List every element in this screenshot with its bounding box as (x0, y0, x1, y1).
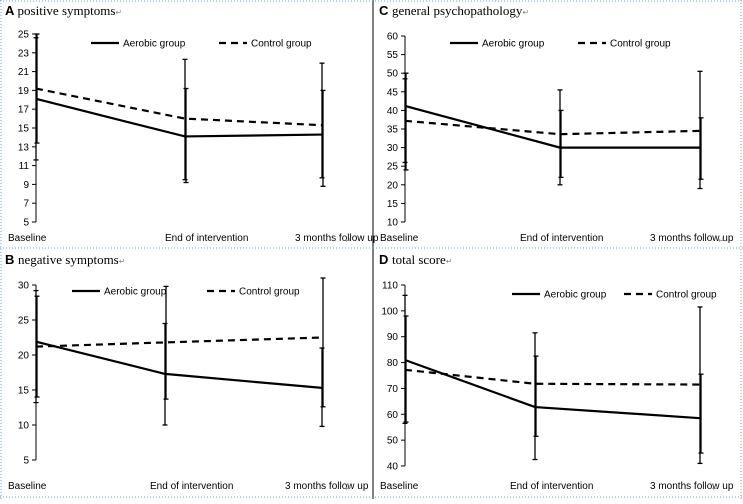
panel-d-y-tick-label: 100 (381, 306, 398, 317)
panel-c-control-series-line (404, 119, 701, 136)
panel-b-y-tick-label: 25 (18, 316, 30, 327)
panel-b-y-tick-label: 5 (23, 456, 29, 467)
panel-b-legend-aerobic-label: Aerobic group (104, 287, 167, 298)
panel-c-y-tick-label: 50 (387, 69, 399, 80)
panel-b-y-tick-label: 15 (18, 386, 30, 397)
panel-d-letter: D (379, 252, 392, 267)
panel-a-y-tick-label: 7 (23, 199, 29, 210)
panel-c-category-label: Baseline (380, 233, 419, 244)
panel-b-aerobic-series-line (35, 340, 323, 389)
panel-c-title-text: general psychopathology (392, 3, 523, 18)
panel-c-title: C general psychopathology↵ (379, 3, 529, 18)
panel-d-y-tick-label: 40 (387, 462, 399, 473)
panel-d-y-tick-label: 110 (382, 281, 398, 292)
panel-b-category-label: End of intervention (150, 481, 233, 492)
panel-d-y-tick-label: 90 (387, 332, 399, 343)
panel-b-category-label: Baseline (8, 481, 47, 492)
panel-b-category-label: 3 months follow up (285, 481, 369, 492)
panel-a-letter: A (5, 3, 18, 18)
panel-a-y-tick-label: 11 (19, 161, 30, 172)
panel-a-title: A positive symptoms↵ (5, 3, 122, 18)
panel-b-legend-control-label: Control group (239, 287, 300, 298)
panel-d-y-tick-label: 50 (387, 436, 399, 447)
panel-a-category-mark: ↵ (345, 236, 352, 245)
panel-a-aerobic-series-line (35, 97, 323, 138)
panel-c-category-label: End of intervention (520, 233, 603, 244)
panel-d-legend-control-label: Control group (656, 290, 717, 301)
panel-b-y-tick-label: 30 (18, 281, 30, 292)
panel-b-letter: B (5, 252, 18, 267)
panel-c-y-tick-label: 20 (387, 180, 399, 191)
panel-c-y-tick-label: 60 (387, 32, 399, 43)
panel-d-title: D total score↵ (379, 252, 453, 267)
panel-a-y-tick-label: 19 (18, 86, 30, 97)
panel-c-category-label: 3 months follow up (650, 233, 734, 244)
panel-a-y-tick-label: 21 (18, 67, 30, 78)
panel-a-legend-aerobic-label: Aerobic group (123, 39, 186, 50)
panel-c-legend-aerobic-label: Aerobic group (482, 39, 545, 50)
panel-a-y-tick-label: 9 (23, 180, 29, 191)
panel-b-control-series-line (35, 336, 323, 348)
panel-b-title-text: negative symptoms (18, 252, 119, 267)
panel-a-category-label: End of intervention (165, 233, 248, 244)
panel-d-y-tick-label: 60 (387, 410, 399, 421)
panel-a-category-label: Baseline (8, 233, 47, 244)
panel-a-y-tick-label: 15 (18, 124, 30, 135)
panel-b-title-mark: ↵ (119, 257, 126, 266)
panel-a-title-mark: ↵ (115, 8, 122, 17)
panel-c-aerobic-series-line (404, 104, 700, 149)
panel-a-y-tick-label: 25 (18, 30, 30, 41)
panel-b-title: B negative symptoms↵ (5, 252, 125, 267)
panel-c-y-tick-label: 45 (387, 87, 399, 98)
panel-c-y-tick-label: 30 (387, 143, 399, 154)
panel-c-legend-control-label: Control group (610, 39, 671, 50)
panel-c-category-mark: ↵ (718, 236, 725, 245)
panel-c-y-tick-label: 15 (387, 199, 399, 210)
panel-a-y-tick-label: 5 (23, 218, 29, 229)
panel-d-aerobic-series-line (404, 358, 701, 420)
panel-a-title-text: positive symptoms (18, 3, 116, 18)
panel-d-y-tick-label: 70 (387, 384, 399, 395)
panel-d-title-mark: ↵ (446, 257, 453, 266)
panel-a-y-tick-label: 23 (18, 48, 30, 59)
panel-c-y-tick-label: 25 (387, 162, 399, 173)
panel-a-legend-control-label: Control group (251, 39, 312, 50)
panel-d-category-label: End of intervention (510, 481, 593, 492)
panel-d-category-label: Baseline (380, 481, 419, 492)
panel-a-control-series-line (35, 87, 323, 127)
panel-b-y-tick-label: 10 (18, 421, 30, 432)
panel-c-y-tick-label: 35 (387, 125, 399, 136)
panel-c-y-tick-label: 40 (387, 106, 399, 117)
panel-b-y-tick-label: 20 (18, 351, 30, 362)
panel-c-letter: C (379, 3, 392, 18)
panel-d-category-mark: ↵ (712, 484, 719, 493)
panel-c-y-tick-label: 10 (387, 218, 399, 229)
panel-a-category-label: 3 months follow up (295, 233, 379, 244)
panel-d-control-series-line (404, 368, 701, 386)
panel-d-category-label: 3 months follow up (650, 481, 734, 492)
panel-b-category-mark: ↵ (345, 484, 352, 493)
panel-c-y-tick-label: 55 (387, 50, 399, 61)
panel-a-y-tick-label: 13 (18, 142, 30, 153)
panel-d-legend-aerobic-label: Aerobic group (544, 290, 607, 301)
panel-c-title-mark: ↵ (522, 8, 529, 17)
panel-d-y-tick-label: 80 (387, 358, 399, 369)
panel-d-title-text: total score (392, 252, 446, 267)
panel-a-y-tick-label: 17 (18, 105, 30, 116)
